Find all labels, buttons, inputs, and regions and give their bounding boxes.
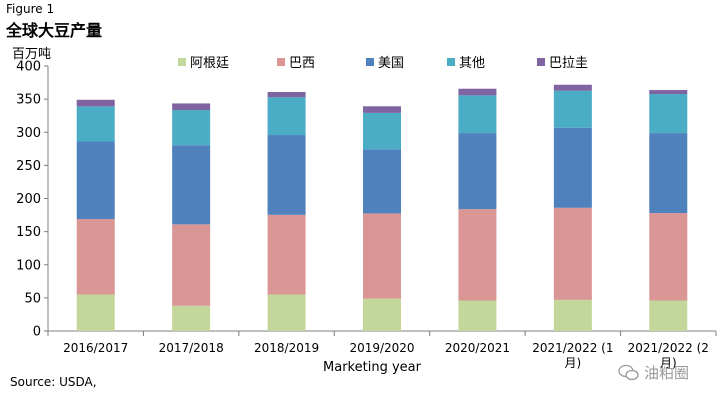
x-tick-label: 月) (660, 356, 677, 370)
legend-swatch (537, 58, 545, 66)
axes: 0 50 100 150 200 250 300 350 400 2016/2017 2017/20… (16, 60, 717, 370)
chart-title: 全球大豆产量 (6, 21, 103, 40)
bar-segment (267, 135, 306, 215)
bar-segment (649, 90, 688, 95)
x-tick-label: 2018/2019 (254, 341, 319, 355)
bar-segment (649, 300, 688, 331)
y-axis-unit-label: 百万吨 (12, 47, 52, 62)
bar-segment (172, 224, 211, 306)
bar-segment (458, 88, 497, 96)
x-tick-label: 2016/2017 (63, 341, 128, 355)
x-tick-label: 2021/2022 (1 (532, 341, 613, 355)
y-tick-label: 250 (16, 159, 41, 174)
watermark-text: 油粕圈 (644, 364, 690, 382)
wechat-icon (618, 364, 639, 380)
bar-segment (458, 209, 497, 301)
figure-label: Figure 1 (6, 2, 55, 16)
bar-segment (172, 103, 211, 111)
x-tick-label: 2019/2020 (349, 341, 414, 355)
bar-segment (458, 95, 497, 134)
watermark: 油粕圈 (618, 362, 689, 383)
bar-segment (76, 106, 115, 142)
bar-segment (458, 133, 497, 210)
source-note: Source: USDA, (10, 375, 97, 389)
legend-label: 阿根廷 (190, 56, 229, 71)
bar-segment (172, 145, 211, 225)
bar-segment (363, 298, 401, 331)
bar-segment (76, 141, 115, 219)
bar-segment (649, 94, 688, 134)
legend-swatch (366, 58, 374, 66)
legend-label: 巴西 (289, 56, 315, 71)
y-tick-label: 100 (16, 258, 41, 273)
y-tick-label: 400 (16, 60, 41, 75)
bar-segment (458, 300, 497, 331)
bar-segment (553, 127, 592, 208)
x-tick-label: 月) (565, 356, 582, 370)
y-tick-label: 150 (16, 225, 41, 240)
legend-swatch (447, 58, 455, 66)
bar-segment (553, 90, 592, 128)
bar-segment (649, 213, 688, 301)
x-tick-label: 2017/2018 (159, 341, 224, 355)
legend-label: 美国 (378, 56, 404, 71)
bars (76, 84, 688, 331)
bar-segment (267, 294, 306, 331)
bar-segment (76, 99, 115, 107)
bar-segment (267, 91, 306, 98)
bar-segment (363, 112, 401, 150)
legend-label: 其他 (459, 56, 485, 71)
bar-segment (76, 294, 115, 331)
y-tick-label: 300 (16, 126, 41, 141)
bar-segment (76, 218, 115, 295)
legend-label: 巴拉圭 (549, 56, 588, 71)
bar-segment (553, 84, 592, 91)
legend-swatch (277, 58, 285, 66)
legend-swatch (178, 58, 186, 66)
bar-segment (267, 214, 306, 295)
bar-segment (553, 299, 592, 331)
bar-segment (363, 213, 401, 299)
x-tick-label: 2020/2021 (445, 341, 510, 355)
bar-segment (649, 133, 688, 214)
y-tick-label: 0 (33, 325, 41, 340)
bar-segment (267, 97, 306, 136)
bar-segment (172, 110, 211, 146)
y-tick-label: 350 (16, 93, 41, 108)
bar-segment (363, 149, 401, 214)
bar-segment (553, 207, 592, 300)
x-axis-label: Marketing year (323, 360, 422, 375)
y-tick-label: 200 (16, 192, 41, 207)
x-tick-label: 2021/2022 (2 (628, 341, 709, 355)
y-tick-label: 50 (24, 291, 41, 306)
legend: 阿根廷 巴西 美国 其他 巴拉圭 (178, 56, 588, 71)
bar-segment (363, 106, 401, 113)
bar-segment (172, 305, 211, 331)
